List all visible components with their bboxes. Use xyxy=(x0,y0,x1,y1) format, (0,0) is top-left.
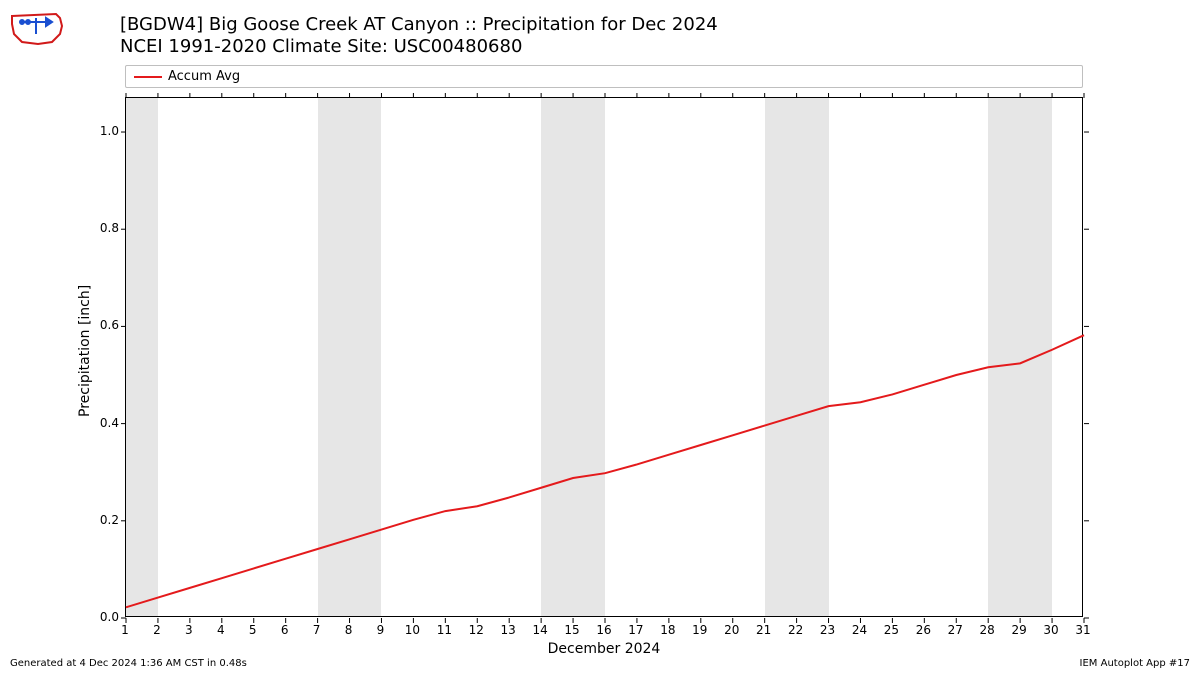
legend-label: Accum Avg xyxy=(168,69,240,84)
xtick-label: 22 xyxy=(788,623,803,637)
ytick-label: 0.8 xyxy=(95,221,119,235)
xtick-label: 19 xyxy=(692,623,707,637)
legend-item: Accum Avg xyxy=(134,69,1074,84)
ytick-label: 0.0 xyxy=(95,610,119,624)
xtick-label: 16 xyxy=(596,623,611,637)
footer-generated: Generated at 4 Dec 2024 1:36 AM CST in 0… xyxy=(10,658,247,669)
chart-title: [BGDW4] Big Goose Creek AT Canyon :: Pre… xyxy=(120,14,718,57)
xtick-label: 11 xyxy=(437,623,452,637)
footer-appid: IEM Autoplot App #17 xyxy=(1080,658,1190,669)
xtick-label: 27 xyxy=(948,623,963,637)
legend-swatch xyxy=(134,76,162,78)
ytick-label: 1.0 xyxy=(95,124,119,138)
xtick-label: 30 xyxy=(1043,623,1058,637)
xtick-label: 31 xyxy=(1075,623,1090,637)
xtick-label: 17 xyxy=(628,623,643,637)
xtick-label: 12 xyxy=(469,623,484,637)
ytick-label: 0.4 xyxy=(95,416,119,430)
xtick-label: 23 xyxy=(820,623,835,637)
title-line2: NCEI 1991-2020 Climate Site: USC00480680 xyxy=(120,36,718,58)
iem-logo xyxy=(8,8,68,48)
series-line xyxy=(126,335,1084,607)
xtick-label: 4 xyxy=(217,623,225,637)
xtick-label: 9 xyxy=(377,623,385,637)
xtick-label: 10 xyxy=(405,623,420,637)
x-axis-label: December 2024 xyxy=(125,641,1083,657)
xtick-label: 26 xyxy=(916,623,931,637)
title-line1: [BGDW4] Big Goose Creek AT Canyon :: Pre… xyxy=(120,14,718,36)
xtick-label: 1 xyxy=(121,623,129,637)
legend: Accum Avg xyxy=(125,65,1083,88)
xtick-label: 15 xyxy=(564,623,579,637)
xtick-label: 13 xyxy=(501,623,516,637)
xtick-label: 2 xyxy=(153,623,161,637)
xtick-label: 24 xyxy=(852,623,867,637)
ytick-label: 0.6 xyxy=(95,318,119,332)
ytick-label: 0.2 xyxy=(95,513,119,527)
plot-area xyxy=(125,97,1083,617)
wind-vane-icon xyxy=(20,18,52,34)
xtick-label: 25 xyxy=(884,623,899,637)
y-axis-label: Precipitation [inch] xyxy=(77,285,93,417)
xtick-label: 29 xyxy=(1011,623,1026,637)
xtick-label: 5 xyxy=(249,623,257,637)
xtick-label: 14 xyxy=(532,623,547,637)
plot-svg xyxy=(126,98,1084,618)
xtick-label: 20 xyxy=(724,623,739,637)
xtick-label: 6 xyxy=(281,623,289,637)
xtick-label: 28 xyxy=(980,623,995,637)
xtick-label: 21 xyxy=(756,623,771,637)
xtick-label: 8 xyxy=(345,623,353,637)
xtick-label: 3 xyxy=(185,623,193,637)
xtick-label: 7 xyxy=(313,623,321,637)
xtick-label: 18 xyxy=(660,623,675,637)
